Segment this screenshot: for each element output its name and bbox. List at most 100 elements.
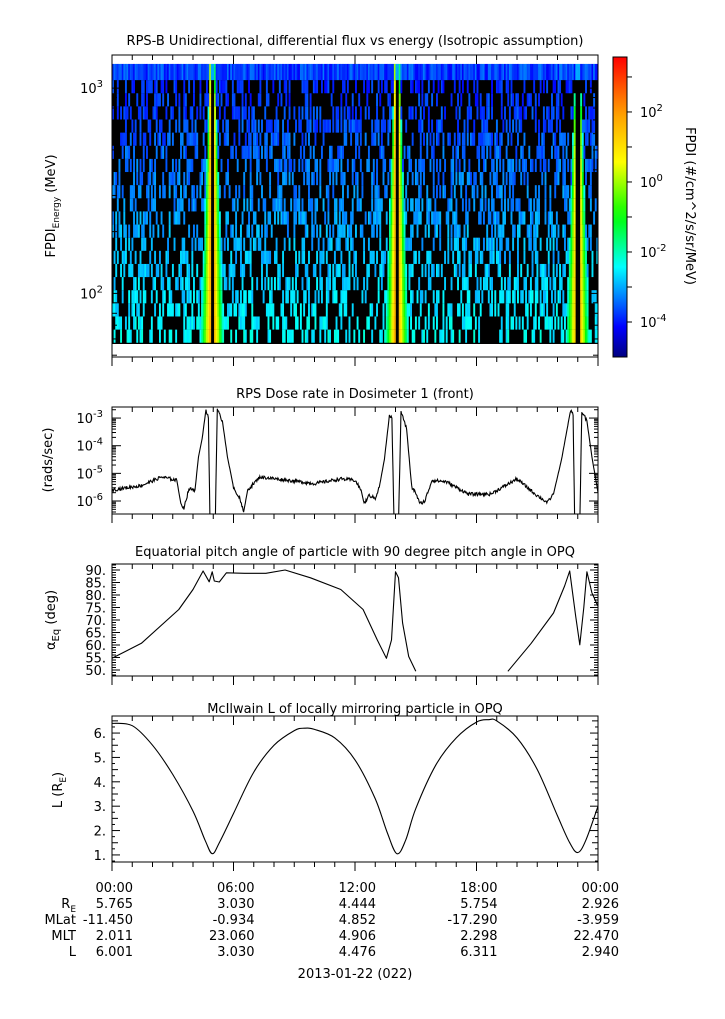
spectrogram-cell bbox=[463, 158, 466, 173]
spectrogram-cell bbox=[333, 158, 336, 173]
spectrogram-cell bbox=[201, 63, 204, 81]
spectrogram-cell bbox=[363, 250, 366, 264]
spectrogram-cell bbox=[551, 145, 553, 159]
spectrogram-cell bbox=[491, 250, 493, 264]
spectrogram-cell bbox=[406, 198, 409, 212]
spectrogram-cell bbox=[497, 63, 500, 81]
spectrogram-cell bbox=[492, 211, 495, 225]
spectrogram-cell bbox=[183, 303, 186, 317]
spectrogram-cell bbox=[555, 172, 558, 186]
spectrogram-cell bbox=[390, 80, 393, 94]
spectrogram-cell bbox=[497, 80, 500, 94]
spectrogram-cell bbox=[149, 250, 152, 264]
spectrogram-cell bbox=[393, 132, 396, 146]
spectrogram-cell bbox=[202, 263, 205, 278]
spectrogram-cell bbox=[583, 93, 586, 107]
spectrogram-cell bbox=[552, 63, 555, 81]
spectrogram-cell bbox=[194, 198, 197, 212]
spectrogram-cell bbox=[515, 106, 518, 120]
spectrogram-cell bbox=[348, 316, 351, 330]
spectrogram-cell bbox=[118, 63, 121, 81]
spectrogram-cell bbox=[504, 211, 506, 225]
spectrogram-cell bbox=[246, 145, 249, 159]
spectrogram-cells bbox=[112, 63, 599, 343]
spectrogram-cell bbox=[427, 277, 430, 291]
spectrogram-cell bbox=[586, 132, 589, 146]
spectrogram-cell bbox=[405, 303, 408, 317]
spectrogram-cell bbox=[346, 106, 349, 120]
spectrogram-cell bbox=[513, 277, 516, 291]
spectrogram-cell bbox=[573, 250, 576, 264]
spectrogram-cell bbox=[376, 211, 378, 225]
spectrogram-cell bbox=[528, 290, 531, 304]
spectrogram-cell bbox=[534, 316, 537, 330]
spectrogram-cell bbox=[207, 277, 210, 291]
spectrogram-cell bbox=[450, 158, 453, 173]
spectrogram-cell bbox=[233, 263, 236, 278]
spectrogram-cell bbox=[414, 80, 417, 94]
spectrogram-cell bbox=[372, 132, 375, 146]
spectrogram-cell bbox=[457, 145, 459, 159]
spectrogram-cell bbox=[217, 290, 220, 304]
spectrogram-cell bbox=[269, 211, 272, 225]
spectrogram-cell bbox=[246, 63, 249, 81]
spectrogram-cell bbox=[444, 277, 447, 291]
spectrogram-cell bbox=[418, 316, 421, 330]
spectrogram-cell bbox=[418, 63, 421, 81]
y-tick-label: 65. bbox=[85, 627, 106, 642]
spectrogram-cell bbox=[390, 303, 393, 317]
spectrogram-cell bbox=[586, 329, 589, 343]
spectrogram-cell bbox=[265, 132, 268, 146]
spectrogram-cell bbox=[570, 80, 573, 94]
spectrogram-cell bbox=[251, 290, 254, 304]
spectrogram-cell bbox=[533, 80, 536, 94]
spectrogram-cell bbox=[144, 106, 147, 120]
spectrogram-cell bbox=[152, 172, 155, 186]
spectrogram-cell bbox=[154, 93, 157, 107]
spectrogram-cell bbox=[461, 277, 464, 291]
spectrogram-cell bbox=[455, 145, 458, 159]
spectrogram-cell bbox=[581, 132, 584, 146]
spectrogram-cell bbox=[484, 158, 487, 173]
spectrogram-cell bbox=[167, 303, 169, 317]
spectrogram-cell bbox=[356, 63, 359, 81]
spectrogram-cell bbox=[505, 290, 508, 304]
spectrogram-cell bbox=[157, 263, 160, 278]
spectrogram-cell bbox=[162, 303, 165, 317]
spectrogram-cell bbox=[337, 158, 340, 173]
spectrogram-cell bbox=[184, 250, 187, 264]
spectrogram-cell bbox=[458, 158, 461, 173]
spectrogram-cell bbox=[158, 316, 161, 330]
spectrogram-cell bbox=[534, 93, 537, 107]
spectrogram-cell bbox=[170, 172, 173, 186]
spectrogram-cell bbox=[461, 172, 464, 186]
spectrogram-cell bbox=[393, 316, 396, 330]
spectrogram-cell bbox=[479, 250, 482, 264]
spectrogram-cell bbox=[184, 63, 187, 81]
spectrogram-cell bbox=[205, 303, 208, 317]
spectrogram-cell bbox=[233, 93, 236, 107]
spectrogram-cell bbox=[508, 185, 511, 199]
spectrogram-cell bbox=[393, 119, 396, 133]
spectrogram-cell bbox=[583, 329, 586, 343]
spectrogram-cell bbox=[314, 63, 317, 81]
spectrogram-cell bbox=[377, 290, 380, 304]
spectrogram-cell bbox=[113, 185, 116, 199]
spectrogram-cell bbox=[168, 185, 171, 199]
spectrogram-cell bbox=[231, 263, 234, 278]
spectrogram-cell bbox=[492, 172, 495, 186]
spectrogram-cell bbox=[380, 277, 383, 291]
spectrogram-cell bbox=[440, 263, 443, 278]
spectrogram-cell bbox=[204, 316, 207, 330]
spectrogram-cell bbox=[131, 237, 134, 251]
spectrogram-cell bbox=[129, 106, 132, 120]
spectrogram-cell bbox=[421, 63, 424, 81]
spectrogram-cell bbox=[434, 329, 437, 343]
spectrogram-cell bbox=[239, 263, 242, 278]
spectrogram-cell bbox=[171, 158, 174, 173]
spectrogram-cell bbox=[390, 185, 393, 199]
spectrogram-cell bbox=[348, 119, 351, 133]
spectrogram-cell bbox=[205, 316, 208, 330]
spectrogram-cell bbox=[371, 172, 374, 186]
spectrogram-cell bbox=[563, 237, 566, 251]
